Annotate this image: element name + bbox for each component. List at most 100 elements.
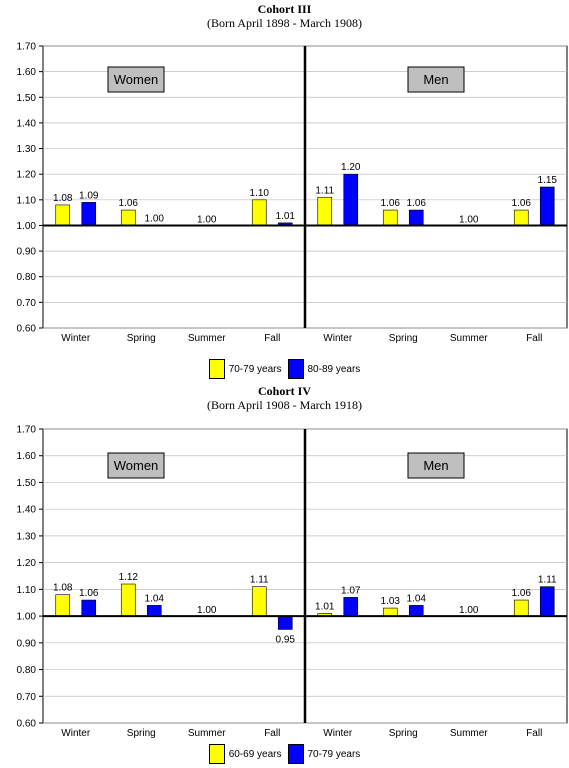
x-tick-label: Spring (389, 333, 418, 344)
data-label: 1.06 (381, 198, 401, 209)
y-tick-label: 1.40 (17, 505, 37, 516)
bar (81, 599, 97, 617)
data-label: 1.00 (145, 213, 165, 224)
data-label: 1.06 (512, 198, 532, 209)
legend-item: 60-69 years (208, 744, 282, 764)
legend-label: 60-69 years (228, 748, 282, 760)
x-tick-label: Summer (188, 728, 226, 739)
data-label: 1.04 (145, 593, 165, 604)
y-tick-label: 1.30 (17, 144, 37, 155)
y-tick-label: 1.50 (17, 93, 37, 104)
data-label: 1.00 (197, 605, 217, 616)
group-label-box (107, 66, 165, 93)
y-tick-label: 1.10 (17, 195, 37, 206)
data-label: 1.10 (250, 188, 270, 199)
chart-title: Cohort IV (258, 384, 311, 398)
bar (55, 204, 71, 226)
x-tick-label: Spring (389, 728, 418, 739)
bar (146, 605, 162, 617)
x-tick-label: Fall (264, 333, 280, 344)
data-label: 1.06 (512, 588, 532, 599)
legend-swatch-yellow (208, 359, 225, 379)
legend-label: 80-89 years (307, 363, 361, 375)
x-tick-label: Winter (323, 728, 353, 739)
legend-swatch-blue (287, 359, 304, 379)
group-label: Men (423, 458, 448, 473)
legend-item: 70-79 years (208, 359, 282, 379)
y-tick-label: 0.60 (17, 719, 37, 730)
x-tick-label: Fall (526, 728, 542, 739)
data-label: 1.15 (538, 175, 558, 186)
chart-legend: 70-79 years 80-89 years (0, 358, 569, 380)
bar (408, 605, 424, 617)
bar (382, 607, 398, 617)
data-label: 1.11 (250, 575, 269, 586)
group-label-box (407, 66, 465, 93)
data-label: 1.03 (381, 596, 401, 607)
legend-item: 70-79 years (287, 744, 361, 764)
y-tick-label: 0.70 (17, 298, 37, 309)
x-tick-label: Winter (323, 333, 353, 344)
bar (343, 597, 359, 617)
group-label: Women (114, 72, 159, 87)
x-tick-label: Spring (127, 728, 156, 739)
chart-title: Cohort III (257, 2, 312, 16)
group-label: Men (423, 72, 448, 87)
y-tick-label: 1.50 (17, 478, 37, 489)
cohort-iii-panel: Cohort III (Born April 1898 - March 1908… (0, 0, 569, 382)
bar (120, 583, 136, 617)
y-tick-label: 1.70 (17, 42, 37, 53)
bar (55, 594, 71, 617)
data-label: 1.06 (119, 198, 139, 209)
legend-swatch-blue (287, 744, 304, 764)
bar (539, 586, 555, 617)
chart-subtitle: (Born April 1898 - March 1908) (207, 16, 362, 30)
bar (513, 599, 529, 617)
cohort-iv-panel: Cohort IV (Born April 1908 - March 1918)… (0, 384, 569, 768)
legend-label: 70-79 years (228, 363, 282, 375)
data-label: 1.06 (407, 198, 427, 209)
data-label: 1.08 (53, 193, 73, 204)
x-tick-label: Summer (450, 728, 488, 739)
x-tick-label: Fall (264, 728, 280, 739)
legend-label: 70-79 years (307, 748, 361, 760)
bar (343, 173, 359, 226)
data-label: 1.11 (538, 575, 557, 586)
x-tick-label: Fall (526, 333, 542, 344)
data-label: 1.01 (276, 211, 296, 222)
bar (120, 209, 136, 226)
bar (81, 202, 97, 226)
data-label: 1.06 (79, 588, 99, 599)
y-tick-label: 1.00 (17, 612, 37, 623)
x-tick-label: Spring (127, 333, 156, 344)
chart-plot: 0.60 0.70 0.80 0.90 1.00 1.10 1.20 1.30 1.40 1.50… (17, 425, 568, 739)
chart-legend: 60-69 years 70-79 years (0, 743, 569, 765)
x-tick-label: Winter (61, 728, 91, 739)
y-tick-label: 1.40 (17, 118, 37, 129)
y-tick-label: 1.60 (17, 451, 37, 462)
y-tick-label: 1.20 (17, 170, 37, 181)
group-label-box (107, 452, 165, 479)
bar (382, 209, 398, 226)
y-tick-label: 0.90 (17, 638, 37, 649)
legend-item: 80-89 years (287, 359, 361, 379)
y-tick-label: 1.00 (17, 221, 37, 232)
x-tick-label: Winter (61, 333, 91, 344)
x-tick-label: Summer (450, 333, 488, 344)
y-tick-label: 1.70 (17, 425, 37, 436)
bar (408, 209, 424, 226)
y-tick-label: 0.90 (17, 247, 37, 258)
bar (251, 586, 267, 617)
y-tick-label: 1.10 (17, 585, 37, 596)
data-label: 1.20 (341, 162, 361, 173)
y-tick-label: 0.60 (17, 324, 37, 335)
y-tick-label: 0.80 (17, 272, 37, 283)
y-tick-label: 0.70 (17, 692, 37, 703)
data-label: 1.00 (459, 605, 479, 616)
group-label: Women (114, 458, 159, 473)
data-label: 0.95 (276, 634, 296, 645)
bar (277, 615, 293, 630)
bar (513, 209, 529, 226)
bar (539, 186, 555, 226)
bar (251, 199, 267, 226)
